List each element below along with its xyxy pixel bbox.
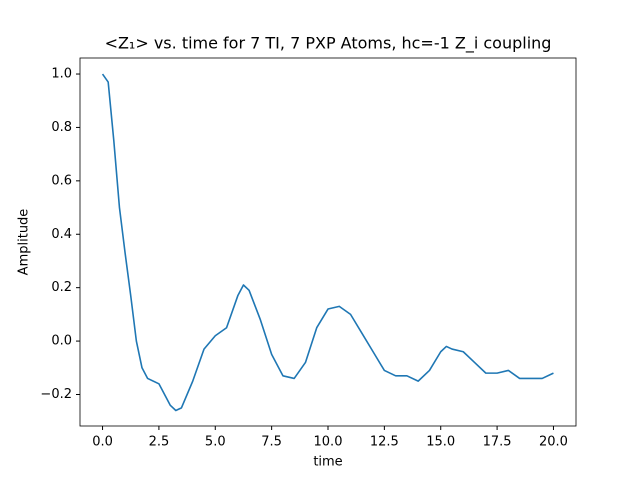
x-tick-label: 12.5 — [370, 435, 399, 450]
y-tick-label: −0.2 — [40, 387, 72, 402]
plot-frame — [79, 57, 577, 427]
x-tick-label: 17.5 — [483, 435, 512, 450]
chart-title: <Z₁> vs. time for 7 TI, 7 PXP Atoms, hc=… — [105, 34, 552, 54]
y-tick-label: 0.0 — [51, 334, 72, 349]
y-tick-label: 0.6 — [51, 173, 72, 188]
x-tick-label: 2.5 — [149, 435, 170, 450]
y-tick-label: 1.0 — [51, 67, 72, 82]
y-tick-label: 0.2 — [51, 280, 72, 295]
x-tick-label: 10.0 — [314, 435, 343, 450]
x-tick-label: 0.0 — [92, 435, 113, 450]
line — [101, 73, 554, 412]
x-tick-label: 5.0 — [205, 435, 226, 450]
y-tick-label: 0.4 — [51, 227, 72, 242]
y-tick-label: 0.8 — [51, 120, 72, 135]
y-axis-label: Amplitude — [17, 209, 32, 276]
x-tick-label: 15.0 — [426, 435, 455, 450]
x-tick-label: 7.5 — [261, 435, 282, 450]
x-axis-label: time — [313, 455, 342, 470]
x-tick-label: 20.0 — [539, 435, 568, 450]
